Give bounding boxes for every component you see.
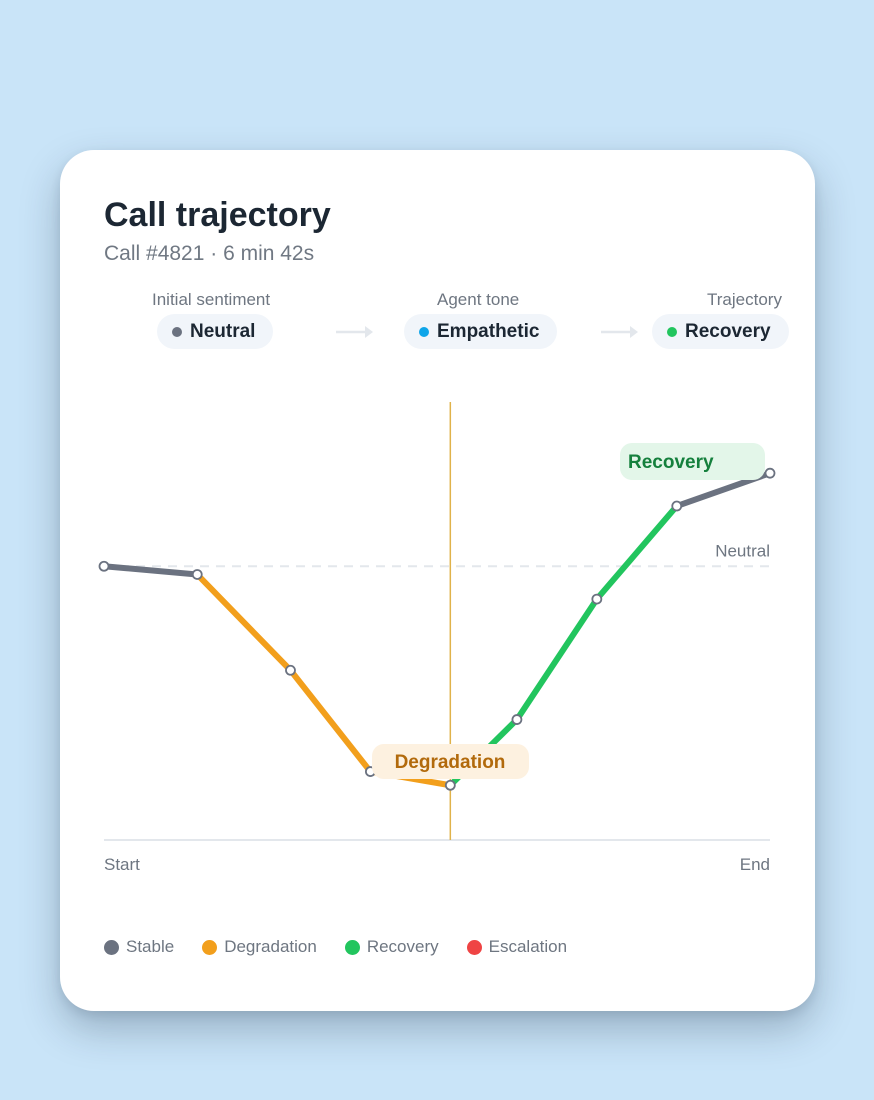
status-dot-icon	[172, 326, 182, 337]
stage-value: Empathetic	[437, 320, 540, 342]
trajectory-point	[98, 560, 110, 572]
arrow-right-icon	[601, 326, 638, 338]
trajectory-segment-degradation	[194, 571, 294, 674]
annotation-label-recovery: Recovery	[628, 452, 714, 473]
stage-label-initial-sentiment: Initial sentiment	[152, 290, 271, 309]
stage-pill-initial-sentiment: Neutral	[157, 314, 274, 349]
legend-swatch	[104, 939, 119, 955]
stage-label-trajectory: Trajectory	[707, 290, 782, 309]
call-subtitle: Call #4821 · 6 min 42s	[104, 242, 315, 265]
stage-pill-trajectory: Recovery	[652, 314, 789, 349]
stage-value: Recovery	[685, 320, 771, 342]
legend-item-degradation: Degradation	[202, 937, 317, 957]
page-title: Call trajectory	[104, 196, 331, 234]
legend-swatch	[344, 939, 360, 955]
trajectory-card: Call trajectory Call #4821 · 6 min 42s I…	[60, 150, 815, 1011]
legend-swatch	[466, 939, 482, 955]
legend-label: Escalation	[488, 937, 568, 956]
trajectory-point	[511, 714, 523, 725]
status-dot-icon	[667, 326, 677, 337]
trajectory-point	[191, 569, 203, 580]
trajectory-segment-degradation	[287, 667, 374, 775]
status-dot-icon	[419, 326, 429, 337]
trajectory-point	[764, 467, 776, 479]
x-axis-end-label: End	[739, 855, 770, 874]
stage-pill-agent-tone: Empathetic	[404, 314, 558, 349]
legend-item-escalation: Escalation	[466, 937, 568, 957]
trajectory-segment-stable	[101, 563, 201, 578]
neutral-reference-label: Neutral	[715, 541, 770, 560]
arrow-right-icon	[336, 326, 373, 338]
legend-label: Degradation	[224, 937, 317, 956]
trajectory-point	[285, 664, 296, 676]
legend-item-stable: Stable	[104, 937, 174, 957]
annotation-badge-recovery	[620, 443, 765, 480]
trajectory-segment-recovery	[513, 596, 600, 723]
annotation-badge-degradation	[372, 744, 529, 779]
legend-item-recovery: Recovery	[344, 937, 439, 957]
stage-label-agent-tone: Agent tone	[437, 290, 520, 309]
stage-value: Neutral	[190, 320, 256, 342]
legend-swatch	[202, 939, 218, 955]
trajectory-chart: Neutral Recovery Degradation	[98, 402, 776, 841]
annotation-label-degradation: Degradation	[395, 752, 506, 773]
legend-label: Stable	[126, 937, 175, 956]
trajectory-segment-recovery	[593, 503, 680, 603]
x-axis-start-label: Start	[104, 855, 140, 874]
legend-label: Recovery	[366, 937, 439, 956]
trajectory-point	[671, 500, 683, 512]
trajectory-point	[444, 779, 456, 791]
trajectory-point	[591, 593, 603, 605]
chart-legend: Stable Degradation Recovery Escalation	[104, 937, 567, 957]
